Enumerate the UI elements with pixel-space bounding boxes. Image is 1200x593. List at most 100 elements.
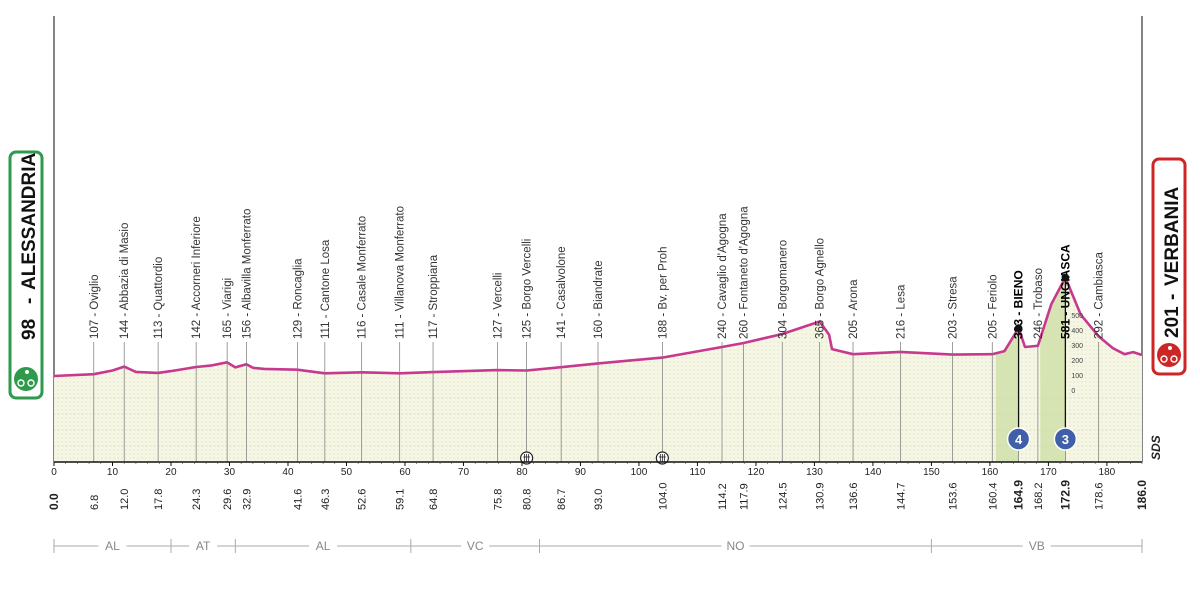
- finish-box: [1151, 157, 1187, 376]
- x-tick-label: 130: [806, 467, 823, 478]
- location-label: 129 - Roncaglia: [292, 258, 304, 339]
- location-label: 144 - Abbazia di Masio: [119, 223, 131, 339]
- location-label: 141 - Casalvolone: [556, 246, 568, 339]
- location-label: 165 - Viarigi: [222, 278, 234, 339]
- km-label: 32.9: [241, 489, 253, 510]
- km-label: 0.0: [47, 493, 61, 510]
- x-tick-label: 80: [516, 467, 528, 478]
- location-label: 260 - Fontaneto d'Agogna: [739, 206, 751, 339]
- x-tick-label: 0: [51, 467, 57, 478]
- km-label: 86.7: [556, 489, 568, 510]
- climb-scale-label: 400: [1071, 328, 1083, 335]
- finish-label: VERBANIA: [1162, 186, 1183, 286]
- climb-area-1: [995, 328, 1019, 462]
- km-label: 160.4: [987, 482, 999, 510]
- location-label: 203 - Stresa: [947, 276, 959, 339]
- x-tick-label: 100: [631, 467, 648, 478]
- profile-line: [53, 276, 1143, 378]
- km-label: 153.6: [947, 482, 959, 510]
- province-label: AL: [105, 539, 120, 553]
- x-tick-label: 150: [923, 467, 940, 478]
- location-label: 216 - Lesa: [895, 284, 907, 339]
- location-label: 142 - Accorneri Inferiore: [191, 216, 203, 339]
- km-label: 64.8: [428, 489, 440, 510]
- province-label-bg: [721, 537, 750, 555]
- location-label: 107 - Oviglio: [89, 274, 101, 339]
- km-label: 186.0: [1135, 480, 1149, 510]
- province-label-bg: [189, 537, 218, 555]
- sds-logo: SDS: [1149, 435, 1163, 460]
- km-label: 52.6: [357, 489, 369, 510]
- km-label: 6.8: [89, 495, 101, 510]
- x-tick-label: 160: [982, 467, 999, 478]
- location-label: 117 - Stroppiana: [428, 254, 440, 339]
- x-tick-label: 170: [1040, 467, 1057, 478]
- start-label: ALESSANDRIA: [19, 152, 40, 290]
- km-label: 24.3: [191, 489, 203, 510]
- province-label: NO: [726, 539, 744, 553]
- summit-dot: [1014, 324, 1023, 332]
- location-label: 365 - Borgo Agnello: [815, 238, 827, 339]
- x-tick-label: 50: [341, 467, 353, 478]
- location-label: 304 - Borgomanero: [777, 240, 789, 339]
- x-tick-label: 60: [399, 467, 411, 478]
- km-label: 12.0: [119, 489, 131, 510]
- province-label-bg: [309, 537, 338, 555]
- location-label: 246 - Trobaso: [1033, 268, 1045, 339]
- x-tick-label: 20: [165, 467, 177, 478]
- km-label: 144.7: [895, 482, 907, 510]
- summit-dot: [1061, 273, 1070, 282]
- x-tick-label: 110: [689, 467, 705, 478]
- km-label: 117.9: [739, 483, 751, 510]
- km-label: 93.0: [593, 489, 605, 510]
- climb-scale-label: 200: [1071, 358, 1083, 365]
- finish-dash: -: [1162, 294, 1183, 300]
- km-label: 75.8: [492, 489, 504, 510]
- climb-scale-label: 0: [1071, 388, 1075, 395]
- km-label: 172.9: [1058, 480, 1072, 510]
- km-label: 17.8: [153, 489, 165, 510]
- location-label: 188 - Bv. per Proh: [657, 247, 669, 339]
- x-tick-label: 180: [1099, 467, 1116, 478]
- start-box: [8, 150, 44, 400]
- km-label: 178.6: [1094, 482, 1106, 510]
- finish-cyclist-icon-wheel: [1170, 355, 1178, 363]
- province-label: AT: [196, 539, 211, 553]
- start-cyclist-icon: [14, 367, 38, 391]
- km-label: 59.1: [395, 489, 407, 510]
- climb-scale-label: 300: [1071, 343, 1083, 350]
- finish-cyclist-icon: [1157, 343, 1181, 367]
- location-label: 111 - Cantone Losa: [320, 239, 332, 339]
- x-tick-label: 40: [282, 467, 294, 478]
- x-tick-label: 140: [865, 467, 882, 478]
- km-label: 168.2: [1033, 482, 1045, 510]
- climb-category-badge: [1006, 427, 1031, 451]
- km-label: 164.9: [1012, 480, 1026, 510]
- location-label: 240 - Cavaglio d'Agogna: [717, 213, 729, 339]
- location-label: 113 - Quattordio: [153, 257, 165, 339]
- finish-altitude: 201: [1162, 306, 1183, 338]
- km-label: 130.9: [815, 482, 827, 510]
- province-label-bg: [98, 537, 127, 555]
- province-label-bg: [1022, 537, 1051, 555]
- x-tick-label: 90: [575, 467, 587, 478]
- location-label: 111 - Villanova Monferrato: [395, 206, 407, 339]
- province-label: VC: [467, 539, 484, 553]
- location-label: 125 - Borgo Vercelli: [522, 239, 534, 339]
- start-cyclist-icon-wheel: [27, 379, 35, 387]
- climb-category-badge: [1053, 427, 1078, 451]
- km-label: 46.3: [320, 489, 332, 510]
- climb-scale-label: 500: [1071, 313, 1083, 320]
- climb-category-label: 4: [1015, 432, 1023, 447]
- location-label: 156 - Albavilla Monferrato: [241, 209, 253, 339]
- km-label: 104.0: [657, 482, 669, 510]
- x-tick-label: 70: [458, 467, 470, 478]
- km-label: 124.5: [777, 482, 789, 510]
- climb-category-label: 3: [1062, 432, 1069, 447]
- climb-scale-label: 100: [1071, 373, 1083, 380]
- location-label: 205 - Arona: [848, 279, 860, 339]
- x-tick-label: 120: [748, 467, 765, 478]
- x-tick-label: 10: [107, 467, 119, 478]
- finish-cyclist-icon-wheel: [1160, 355, 1168, 363]
